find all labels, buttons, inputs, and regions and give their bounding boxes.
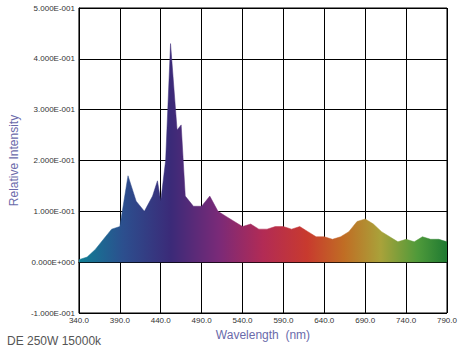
svg-text:690.0: 690.0 xyxy=(355,316,376,325)
svg-text:640.0: 640.0 xyxy=(314,316,335,325)
svg-text:DE 250W 15000k: DE 250W 15000k xyxy=(7,334,102,348)
svg-text:0.000E+000: 0.000E+000 xyxy=(32,258,76,267)
svg-text:Relative Intensity: Relative Intensity xyxy=(7,115,21,206)
svg-text:340.0: 340.0 xyxy=(69,316,90,325)
svg-text:5.000E-001: 5.000E-001 xyxy=(34,4,76,13)
svg-text:-1.000E-001: -1.000E-001 xyxy=(30,308,75,318)
svg-text:390.0: 390.0 xyxy=(110,316,131,325)
svg-text:790.0: 790.0 xyxy=(437,316,458,325)
svg-text:490.0: 490.0 xyxy=(192,316,213,325)
svg-text:2.000E-001: 2.000E-001 xyxy=(34,156,76,165)
svg-text:740.0: 740.0 xyxy=(396,316,417,325)
svg-text:540.0: 540.0 xyxy=(232,316,253,325)
svg-text:590.0: 590.0 xyxy=(273,316,294,325)
svg-text:1.000E-001: 1.000E-001 xyxy=(34,207,76,216)
svg-text:4.000E-001: 4.000E-001 xyxy=(34,54,76,63)
svg-text:Wavelength (nm): Wavelength (nm) xyxy=(216,328,310,342)
svg-text:3.000E-001: 3.000E-001 xyxy=(34,105,76,114)
svg-text:440.0: 440.0 xyxy=(151,316,172,325)
